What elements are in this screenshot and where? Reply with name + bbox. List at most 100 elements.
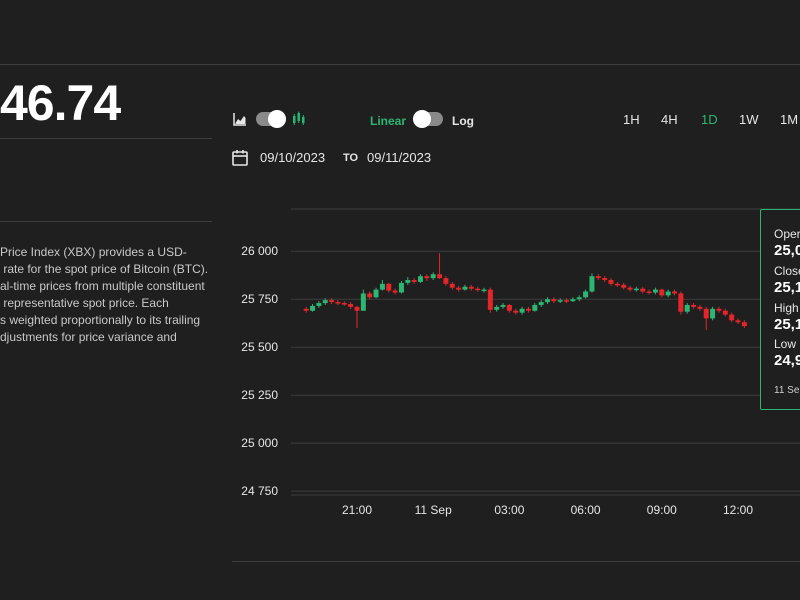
tooltip-open-value: 25,0	[774, 242, 800, 259]
candle-body	[411, 280, 417, 282]
y-tick-label: 25 500	[241, 340, 278, 354]
description-divider	[0, 221, 212, 222]
candle-body	[405, 280, 411, 283]
tab-1d[interactable]: 1D	[701, 112, 718, 127]
date-to[interactable]: 09/11/2023	[367, 150, 432, 165]
candle-body	[678, 293, 684, 312]
description-line: Price Index (XBX) provides a USD-	[0, 245, 187, 259]
y-tick-label: 25 250	[241, 388, 278, 402]
candle-body	[437, 274, 443, 279]
tooltip-low-value: 24,9	[774, 352, 800, 369]
tooltip-close-label: Close	[774, 264, 800, 278]
description-line: al-time prices from multiple constituent	[0, 279, 205, 293]
description-line: djustments for price variance and	[0, 330, 177, 344]
candle-body	[672, 291, 677, 294]
candle-body	[570, 299, 576, 302]
candle-body	[392, 290, 398, 293]
candle-body	[602, 278, 608, 281]
area-chart-icon[interactable]	[233, 112, 247, 126]
candle-body	[576, 297, 582, 300]
candle-body	[703, 308, 709, 319]
candle-body	[354, 306, 360, 311]
candle-body	[335, 302, 341, 304]
candle-body	[538, 302, 544, 305]
candle-body	[468, 286, 474, 289]
candle-body	[532, 304, 538, 311]
candle-body	[583, 291, 589, 298]
candle-body	[329, 300, 335, 303]
candle-body	[691, 304, 697, 307]
x-tick-label: 06:00	[571, 503, 601, 517]
candle-body	[710, 308, 716, 319]
candle-body	[386, 283, 392, 291]
tooltip-date: 11 Sep	[774, 385, 800, 396]
candlestick-icon[interactable]	[292, 111, 305, 126]
candle-body	[322, 300, 328, 304]
candle-body	[640, 288, 646, 292]
candle-body	[303, 308, 309, 311]
toggle-knob	[413, 110, 431, 128]
candle-body	[525, 308, 531, 311]
x-tick-label: 11 Sep	[415, 503, 452, 517]
date-range-separator: TO	[343, 152, 359, 164]
y-tick-label: 25 750	[241, 292, 278, 306]
chart-bottom-divider	[232, 561, 800, 562]
candle-body	[494, 306, 500, 310]
linear-scale-label[interactable]: Linear	[370, 114, 407, 128]
candle-body	[348, 304, 354, 307]
candle-body	[487, 289, 493, 310]
candle-body	[475, 288, 481, 291]
candle-body	[608, 280, 614, 284]
ohlc-tooltip: Oper 25,0 Close 25,1 High 25,1 Low 24,9 …	[760, 209, 800, 410]
candle-body	[341, 303, 347, 305]
candle-body	[360, 293, 366, 311]
candle-body	[735, 320, 741, 323]
candle-body	[633, 288, 639, 291]
x-tick-label: 09:00	[647, 503, 677, 517]
tooltip-low-label: Low	[774, 337, 797, 351]
calendar-icon[interactable]	[232, 149, 248, 166]
y-tick-label: 24 750	[241, 484, 278, 498]
y-tick-label: 26 000	[241, 244, 278, 258]
candle-body	[646, 291, 652, 294]
description-line: representative spot price. Each	[0, 296, 169, 310]
candle-body	[506, 304, 512, 311]
candle-body	[665, 291, 671, 296]
candle-body	[545, 299, 550, 303]
chart-type-toggle[interactable]	[256, 110, 286, 128]
y-tick-label: 25 000	[241, 436, 278, 450]
top-divider	[0, 64, 800, 65]
candle-body	[398, 282, 404, 293]
candle-body	[462, 286, 468, 290]
tab-1w[interactable]: 1W	[739, 112, 759, 127]
index-description: Price Index (XBX) provides a USD- rate f…	[0, 244, 212, 346]
candle-body	[551, 299, 557, 302]
tab-1m[interactable]: 1M	[780, 112, 799, 127]
candle-body	[373, 289, 379, 298]
log-scale-label[interactable]: Log	[452, 114, 474, 128]
candle-body	[652, 289, 658, 293]
candle-body	[449, 283, 455, 288]
candle-body	[310, 305, 316, 311]
x-tick-label: 21:00	[342, 503, 372, 517]
candle-body	[379, 283, 385, 290]
candle-body	[697, 306, 703, 309]
candle-body	[367, 293, 373, 298]
tooltip-high-value: 25,1	[774, 316, 800, 333]
candle-body	[722, 310, 728, 315]
toggle-knob	[268, 110, 286, 128]
tab-1h[interactable]: 1H	[623, 112, 640, 127]
scale-toggle[interactable]	[413, 110, 443, 128]
candle-body	[741, 322, 747, 327]
tab-4h[interactable]: 4H	[661, 112, 678, 127]
candle-body	[621, 284, 627, 288]
tooltip-close-value: 25,1	[774, 279, 800, 296]
date-from[interactable]: 09/10/2023	[260, 150, 326, 165]
description-line: rate for the spot price of Bitcoin (BTC)…	[0, 262, 209, 276]
candle-body	[627, 287, 633, 290]
candle-body	[564, 300, 570, 302]
candle-body	[659, 289, 665, 296]
candle-body	[519, 308, 525, 313]
candle-body	[316, 303, 322, 306]
